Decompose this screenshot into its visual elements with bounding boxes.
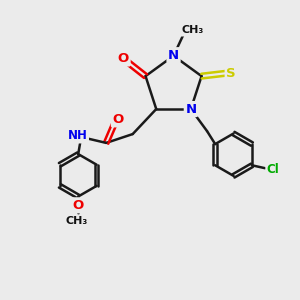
Text: S: S <box>226 67 236 80</box>
Text: O: O <box>73 199 84 212</box>
Text: N: N <box>168 49 179 62</box>
Text: NH: NH <box>68 129 88 142</box>
Text: CH₃: CH₃ <box>182 25 204 35</box>
Text: CH₃: CH₃ <box>66 216 88 226</box>
Text: Cl: Cl <box>267 163 280 176</box>
Text: O: O <box>112 113 124 126</box>
Text: N: N <box>185 103 197 116</box>
Text: O: O <box>118 52 129 65</box>
